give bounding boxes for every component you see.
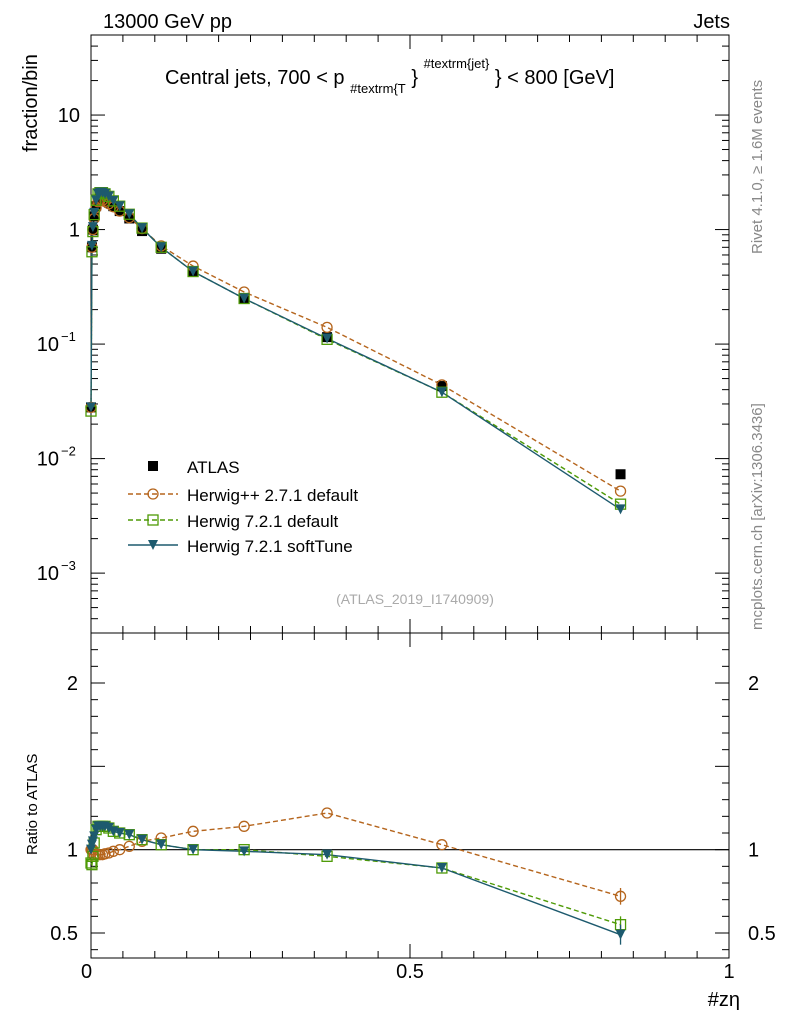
plot-title: Central jets, 700 < p #textrm{T } #textr… bbox=[165, 51, 614, 98]
energy-label: 13000 GeV pp bbox=[103, 11, 232, 33]
ratio-point-herwigpp bbox=[99, 848, 111, 860]
ratio-axis-ticks: 0.5 0.51 12 20 0.5 1 bbox=[50, 633, 776, 983]
ratio-point-herwigpp bbox=[107, 845, 119, 857]
legend-label-herwigpp: Herwig++ 2.7.1 default bbox=[187, 486, 358, 505]
main-point-softtune bbox=[124, 209, 135, 220]
ratio-line-herwig721 bbox=[90, 825, 621, 926]
ratio-line-softtune bbox=[90, 825, 621, 936]
ratio-point-herwigpp bbox=[187, 825, 199, 837]
legend-label-herwig721: Herwig 7.2.1 default bbox=[187, 512, 338, 531]
ratio-point-softtune bbox=[322, 849, 333, 860]
legend: ATLAS Herwig++ 2.7.1 default Herwig 7.2.1 … bbox=[128, 458, 358, 556]
analysis-watermark: (ATLAS_2019_I1740909) bbox=[336, 591, 494, 607]
legend-marker-softtune bbox=[148, 540, 158, 550]
ratio-point-herwigpp bbox=[321, 807, 333, 819]
ratio-point-softtune bbox=[137, 834, 148, 845]
ratio-y-tick-label-right: 1 bbox=[748, 840, 759, 862]
main-point-softtune bbox=[86, 402, 96, 413]
ratio-point-herwigpp bbox=[123, 840, 135, 852]
y-tick-label-exponent: −3 bbox=[61, 558, 76, 573]
plot-title-brace: } bbox=[411, 67, 418, 89]
ratio-point-herwigpp bbox=[614, 890, 627, 902]
ratio-y-tick-label: 2 bbox=[67, 673, 78, 695]
xlabel: #zη bbox=[708, 989, 740, 1011]
ratio-ylabel: Ratio to ATLAS bbox=[24, 754, 41, 855]
main-point-softtune bbox=[108, 195, 119, 206]
ratio-point-softtune bbox=[436, 863, 447, 873]
main-point-herwigpp bbox=[321, 321, 333, 333]
legend-marker-atlas bbox=[148, 461, 158, 471]
x-tick-label: 1 bbox=[723, 961, 734, 983]
main-point-softtune bbox=[87, 222, 98, 233]
y-tick-label-exponent: −2 bbox=[61, 444, 76, 459]
main-line-softtune bbox=[90, 191, 621, 510]
ratio-point-herwig721 bbox=[87, 850, 99, 862]
ratio-point-herwig721 bbox=[85, 857, 97, 869]
legend-marker-herwigpp bbox=[147, 488, 159, 500]
ratio-point-softtune bbox=[86, 844, 96, 855]
ratio-line-herwigpp bbox=[91, 812, 621, 898]
ratio-point-softtune bbox=[156, 839, 167, 850]
main-point-softtune bbox=[322, 333, 333, 344]
ratio-point-herwigpp bbox=[114, 844, 126, 856]
main-ylabel: fraction/bin bbox=[20, 54, 42, 152]
plot-title-prefix: Central jets, 700 < p bbox=[165, 67, 345, 89]
ratio-point-herwigpp bbox=[238, 820, 250, 832]
legend-marker-herwig721 bbox=[147, 514, 159, 526]
plot-title-subscript: #textrm{T bbox=[350, 81, 406, 96]
process-label: Jets bbox=[693, 11, 730, 33]
y-tick-label: 1 bbox=[69, 220, 80, 242]
ratio-y-tick-label: 1 bbox=[67, 840, 78, 862]
ratio-point-herwigpp bbox=[436, 839, 448, 851]
main-point-softtune bbox=[615, 504, 626, 515]
plot-title-superscript: #textrm{jet} bbox=[424, 56, 490, 71]
x-tick-label: 0.5 bbox=[396, 961, 424, 983]
ratio-point-softtune bbox=[239, 846, 250, 857]
ratio-y-tick-label-right: 0.5 bbox=[748, 923, 776, 945]
ratio-point-softtune bbox=[89, 831, 100, 842]
main-point-softtune bbox=[89, 207, 100, 218]
ratio-plot-frame bbox=[90, 632, 730, 959]
main-point-softtune bbox=[114, 201, 125, 212]
main-point-softtune bbox=[137, 223, 148, 234]
main-point-softtune bbox=[436, 387, 447, 398]
y-tick-label: 10 bbox=[37, 563, 59, 585]
y-tick-label: 10 bbox=[58, 105, 80, 127]
ratio-point-softtune bbox=[103, 823, 114, 833]
main-point-softtune bbox=[86, 240, 97, 251]
main-point-softtune bbox=[91, 195, 102, 206]
y-tick-label-exponent: −1 bbox=[61, 329, 76, 344]
main-point-atlas bbox=[436, 381, 447, 392]
y-tick-label: 10 bbox=[37, 449, 59, 471]
legend-label-softtune: Herwig 7.2.1 softTune bbox=[187, 537, 353, 556]
ratio-point-softtune bbox=[188, 844, 199, 855]
main-point-softtune bbox=[188, 266, 199, 277]
rivet-label: Rivet 4.1.0, ≥ 1.6M events bbox=[749, 80, 766, 254]
ratio-series-layer bbox=[85, 807, 627, 945]
main-point-softtune bbox=[239, 293, 250, 304]
main-point-softtune bbox=[156, 242, 167, 253]
ratio-point-softtune bbox=[114, 828, 125, 838]
legend-label-atlas: ATLAS bbox=[187, 458, 240, 477]
main-point-atlas bbox=[615, 469, 626, 480]
x-tick-label: 0 bbox=[81, 961, 92, 983]
ratio-point-softtune bbox=[615, 929, 626, 940]
ratio-point-herwig721 bbox=[86, 859, 98, 871]
ratio-point-softtune bbox=[124, 829, 135, 840]
y-tick-label: 10 bbox=[37, 334, 59, 356]
ratio-y-tick-label-right: 2 bbox=[748, 673, 759, 695]
main-line-herwigpp bbox=[90, 199, 621, 492]
source-label: mcplots.cern.ch [arXiv:1306.3436] bbox=[749, 403, 766, 630]
ratio-y-tick-label: 0.5 bbox=[50, 923, 78, 945]
main-series-layer bbox=[85, 187, 627, 515]
plot-title-suffix: } < 800 [GeV] bbox=[495, 67, 615, 89]
main-point-herwigpp bbox=[614, 485, 627, 497]
